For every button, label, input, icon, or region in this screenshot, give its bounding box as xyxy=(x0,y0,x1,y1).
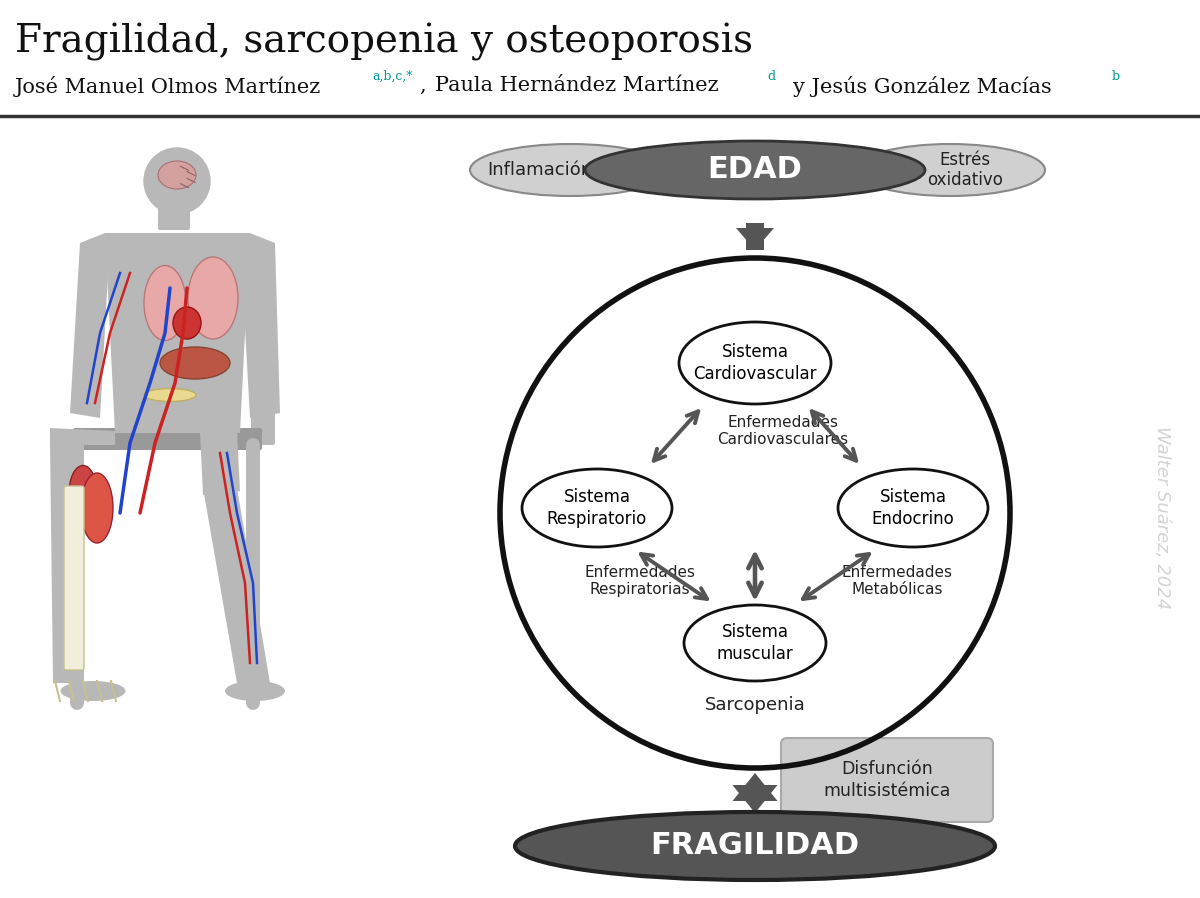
Ellipse shape xyxy=(226,681,286,701)
Ellipse shape xyxy=(158,161,196,189)
Text: EDAD: EDAD xyxy=(708,155,803,184)
Text: Fragilidad, sarcopenia y osteoporosis: Fragilidad, sarcopenia y osteoporosis xyxy=(14,23,754,61)
Text: Enfermedades
Cardiovasculares: Enfermedades Cardiovasculares xyxy=(718,415,848,447)
Polygon shape xyxy=(200,431,240,495)
Ellipse shape xyxy=(854,144,1045,196)
Ellipse shape xyxy=(684,605,826,681)
Text: Sistema
Respiratorio: Sistema Respiratorio xyxy=(547,488,647,528)
Polygon shape xyxy=(50,428,115,445)
Text: Walter Suárez, 2024: Walter Suárez, 2024 xyxy=(1153,427,1171,610)
Ellipse shape xyxy=(838,469,988,547)
FancyBboxPatch shape xyxy=(251,261,275,445)
Ellipse shape xyxy=(160,347,230,379)
FancyBboxPatch shape xyxy=(744,785,766,801)
Polygon shape xyxy=(70,233,110,418)
Polygon shape xyxy=(240,233,280,418)
Text: a,b,c,*: a,b,c,* xyxy=(372,70,413,83)
Text: Disfunción
multisistémica: Disfunción multisistémica xyxy=(823,760,950,800)
Ellipse shape xyxy=(586,141,925,199)
Text: ,: , xyxy=(420,76,440,95)
Polygon shape xyxy=(50,443,83,683)
Polygon shape xyxy=(106,233,250,433)
Text: Paula Hernández Martínez: Paula Hernández Martínez xyxy=(434,76,719,95)
Text: d: d xyxy=(767,70,775,83)
Ellipse shape xyxy=(188,257,238,339)
Polygon shape xyxy=(732,773,778,801)
Text: Enfermedades
Metabólicas: Enfermedades Metabólicas xyxy=(841,565,953,597)
FancyBboxPatch shape xyxy=(73,428,262,450)
Text: Sarcopenia: Sarcopenia xyxy=(704,696,805,714)
Text: Estrés
oxidativo: Estrés oxidativo xyxy=(928,151,1003,189)
Polygon shape xyxy=(203,488,270,683)
Ellipse shape xyxy=(80,473,113,543)
Ellipse shape xyxy=(60,681,126,701)
FancyBboxPatch shape xyxy=(781,738,994,822)
Ellipse shape xyxy=(515,812,995,880)
Ellipse shape xyxy=(173,307,202,339)
Text: Sistema
muscular: Sistema muscular xyxy=(716,623,793,663)
Text: y Jesús González Macías: y Jesús González Macías xyxy=(793,76,1051,97)
Text: Inflamación: Inflamación xyxy=(487,161,593,179)
Ellipse shape xyxy=(144,389,196,401)
Text: FRAGILIDAD: FRAGILIDAD xyxy=(650,832,859,860)
Ellipse shape xyxy=(70,465,97,521)
Polygon shape xyxy=(736,228,774,250)
Ellipse shape xyxy=(470,144,670,196)
Text: Enfermedades
Respiratorias: Enfermedades Respiratorias xyxy=(584,565,696,597)
FancyBboxPatch shape xyxy=(746,223,764,250)
Text: b: b xyxy=(1112,70,1120,83)
Text: José Manuel Olmos Martínez: José Manuel Olmos Martínez xyxy=(14,76,322,97)
Ellipse shape xyxy=(144,266,186,340)
Ellipse shape xyxy=(522,469,672,547)
Text: Sistema
Endocrino: Sistema Endocrino xyxy=(871,488,954,528)
Text: Sistema
Cardiovascular: Sistema Cardiovascular xyxy=(694,343,817,383)
FancyBboxPatch shape xyxy=(158,206,190,230)
Polygon shape xyxy=(732,785,778,813)
Ellipse shape xyxy=(679,322,830,404)
FancyBboxPatch shape xyxy=(64,486,84,670)
Circle shape xyxy=(144,148,210,214)
